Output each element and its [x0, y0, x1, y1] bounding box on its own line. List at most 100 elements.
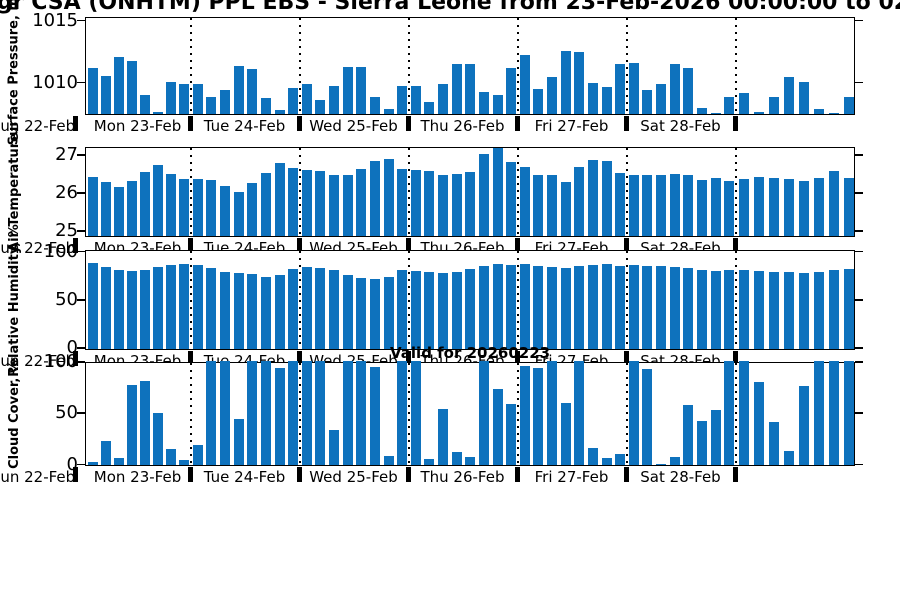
- bar: [356, 66, 367, 114]
- bar: [220, 272, 231, 349]
- bar: [260, 97, 271, 114]
- bar: [465, 171, 476, 236]
- bar: [451, 64, 462, 114]
- bar: [140, 172, 151, 236]
- bar: [560, 50, 571, 114]
- bar: [628, 361, 639, 465]
- bar: [492, 95, 503, 114]
- bar: [126, 181, 137, 236]
- bar: [615, 266, 626, 349]
- bar: [843, 96, 854, 114]
- bar: [369, 161, 380, 236]
- day-label: Fri 27-Feb: [534, 117, 609, 135]
- bar: [315, 170, 326, 236]
- bar: [329, 430, 340, 465]
- day-boundary-tick: [73, 351, 78, 366]
- bar: [601, 457, 612, 465]
- bar: [574, 52, 585, 114]
- bar: [843, 177, 854, 236]
- bar: [126, 60, 137, 114]
- day-label: Tue 24-Feb: [203, 117, 286, 135]
- bar: [560, 403, 571, 465]
- bar: [329, 85, 340, 114]
- bar: [828, 270, 839, 349]
- day-boundary-gridline: [626, 148, 628, 236]
- y-tick-mark-left: [77, 154, 85, 156]
- bar: [153, 267, 164, 349]
- day-boundary-gridline: [735, 363, 737, 465]
- bar: [753, 111, 764, 114]
- bar: [628, 265, 639, 349]
- bar: [465, 64, 476, 114]
- bar: [533, 89, 544, 114]
- day-label: Mon 23-Feb: [93, 468, 182, 486]
- bar: [615, 64, 626, 114]
- bar: [683, 68, 694, 114]
- bar: [301, 84, 312, 114]
- bar: [220, 90, 231, 114]
- bar: [478, 154, 489, 236]
- bar: [438, 273, 449, 349]
- bar: [506, 404, 517, 465]
- bar: [342, 275, 353, 349]
- y-tick-mark-right: [855, 463, 863, 466]
- bar: [220, 185, 231, 236]
- bar: [724, 270, 735, 349]
- bar: [656, 84, 667, 114]
- y-tick-label: 50: [55, 289, 78, 310]
- bar: [342, 66, 353, 114]
- bar: [656, 175, 667, 236]
- bar: [301, 169, 312, 236]
- bar: [506, 68, 517, 114]
- bar: [492, 147, 503, 236]
- bar: [519, 54, 530, 114]
- bar: [798, 385, 809, 465]
- bar: [451, 272, 462, 349]
- bar: [369, 367, 380, 465]
- day-boundary-tick: [624, 467, 629, 482]
- bar: [601, 161, 612, 236]
- bar: [100, 267, 111, 349]
- bar: [547, 361, 558, 465]
- bar: [153, 111, 164, 114]
- y-tick-mark-left: [77, 299, 85, 301]
- bar: [140, 270, 151, 349]
- bar: [465, 269, 476, 349]
- bar: [288, 167, 299, 236]
- bar: [828, 361, 839, 465]
- bar: [100, 182, 111, 236]
- relative-humidity-subplot: Relative Humidity, % 100 50 0 Mon 23-Feb Tue…: [0, 224, 900, 376]
- y-tick-mark-left: [77, 361, 85, 363]
- bar: [547, 267, 558, 349]
- bar: [492, 388, 503, 465]
- bar: [438, 174, 449, 236]
- bar: [260, 361, 271, 465]
- bar: [547, 174, 558, 236]
- bar: [696, 420, 707, 465]
- day-boundary-tick: [406, 116, 411, 131]
- bar: [506, 161, 517, 236]
- bar: [260, 173, 271, 236]
- bar: [410, 361, 421, 465]
- bar: [813, 109, 824, 114]
- day-boundary-gridline: [190, 363, 192, 465]
- bar: [560, 181, 571, 236]
- bar: [683, 405, 694, 465]
- bar: [192, 265, 203, 349]
- day-boundary-gridline: [408, 363, 410, 465]
- bar: [478, 266, 489, 349]
- bar: [738, 92, 749, 114]
- bar: [342, 361, 353, 465]
- day-boundary-gridline: [517, 363, 519, 465]
- y-tick-mark-left: [77, 230, 85, 232]
- bar: [288, 361, 299, 465]
- bar: [247, 69, 258, 114]
- day-boundary-gridline: [517, 251, 519, 349]
- bar: [342, 175, 353, 236]
- bar: [574, 361, 585, 465]
- bar: [166, 448, 177, 465]
- bar: [547, 76, 558, 114]
- bar: [642, 266, 653, 349]
- bar: [113, 56, 124, 114]
- y-tick-mark-left: [77, 463, 85, 466]
